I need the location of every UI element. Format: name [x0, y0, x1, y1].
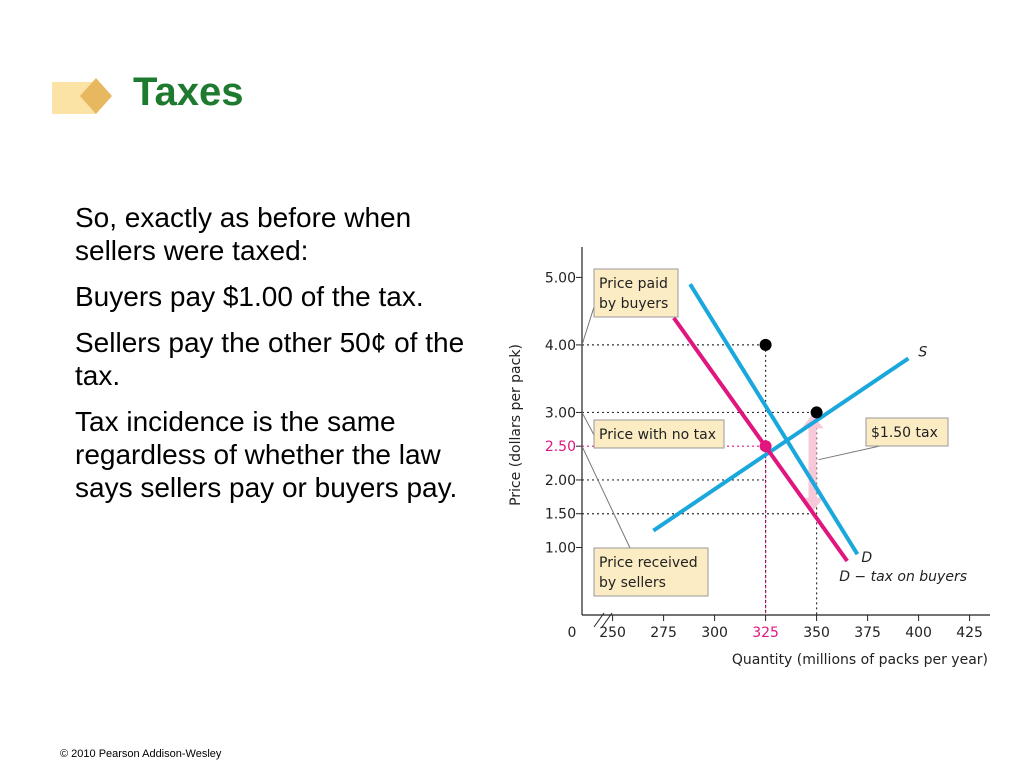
axis-break-mark — [601, 612, 613, 628]
paragraph-4: Tax incidence is the same regardless of … — [75, 406, 458, 503]
callout-price-no-tax-text: Price with no tax — [599, 427, 716, 443]
equilibrium-point — [759, 440, 772, 453]
demand-curve-label: D — [861, 550, 872, 566]
copyright-footer: © 2010 Pearson Addison-Wesley — [60, 748, 222, 760]
x-tick-label: 400 — [905, 625, 932, 641]
x-tick-label: 425 — [956, 625, 983, 641]
y-tick-label: 2.00 — [545, 473, 576, 489]
supply-curve — [652, 356, 910, 533]
equilibrium-point — [759, 338, 772, 351]
callout-tax-leader — [818, 445, 881, 461]
demand-tax-curve-label: D − tax on buyers — [839, 569, 967, 585]
axis-break-mark — [593, 612, 605, 628]
x-axis-label: Quantity (millions of packs per year) — [732, 652, 988, 668]
slide-body: So, exactly as before when sellers were … — [75, 201, 475, 517]
supply-curve-label: S — [918, 344, 927, 360]
demand-tax-curve — [672, 316, 849, 563]
y-tick-label: 4.00 — [545, 338, 576, 354]
callout-price-no-tax-leader — [581, 412, 595, 436]
paragraph-2: Buyers pay $1.00 of the tax. — [75, 281, 424, 312]
callout-price-received-text: Price received — [599, 555, 698, 571]
x-tick-label: 275 — [650, 625, 677, 641]
callout-tax-text: $1.50 tax — [871, 425, 938, 441]
y-tick-label: 1.00 — [545, 540, 576, 556]
callout-price-paid-text: by buyers — [599, 296, 668, 312]
paragraph-1: So, exactly as before when sellers were … — [75, 202, 412, 266]
y-tick-label: 2.50 — [545, 439, 576, 455]
callout-price-received-text: by sellers — [599, 575, 666, 591]
y-tick-label: 3.00 — [545, 405, 576, 421]
callout-tax-box — [865, 417, 949, 447]
x-tick-label: 0 — [568, 625, 577, 641]
x-tick-label: 350 — [803, 625, 830, 641]
callout-price-no-tax-box — [593, 419, 725, 449]
callout-price-paid-text: Price paid — [599, 276, 668, 292]
paragraph-3: Sellers pay the other 50¢ of the tax. — [75, 327, 465, 391]
y-tick-label: 5.00 — [545, 270, 576, 286]
title-decoration-icon — [52, 78, 112, 114]
x-tick-label: 300 — [701, 625, 728, 641]
callout-price-paid-leader — [581, 306, 595, 346]
slide-title: Taxes — [133, 70, 244, 114]
x-tick-label: 375 — [854, 625, 881, 641]
equilibrium-point — [810, 406, 823, 419]
callout-price-received-leader — [581, 445, 631, 549]
callout-price-paid-box — [593, 268, 679, 318]
y-tick-label: 1.50 — [545, 507, 576, 523]
x-tick-label: 325 — [752, 625, 779, 641]
tax-incidence-chart: Price (dollars per pack) Quantity (milli… — [508, 247, 990, 668]
demand-curve — [688, 283, 860, 556]
callout-price-received-box — [593, 547, 709, 597]
x-tick-label: 250 — [599, 625, 626, 641]
y-axis-label: Price (dollars per pack) — [508, 344, 524, 506]
